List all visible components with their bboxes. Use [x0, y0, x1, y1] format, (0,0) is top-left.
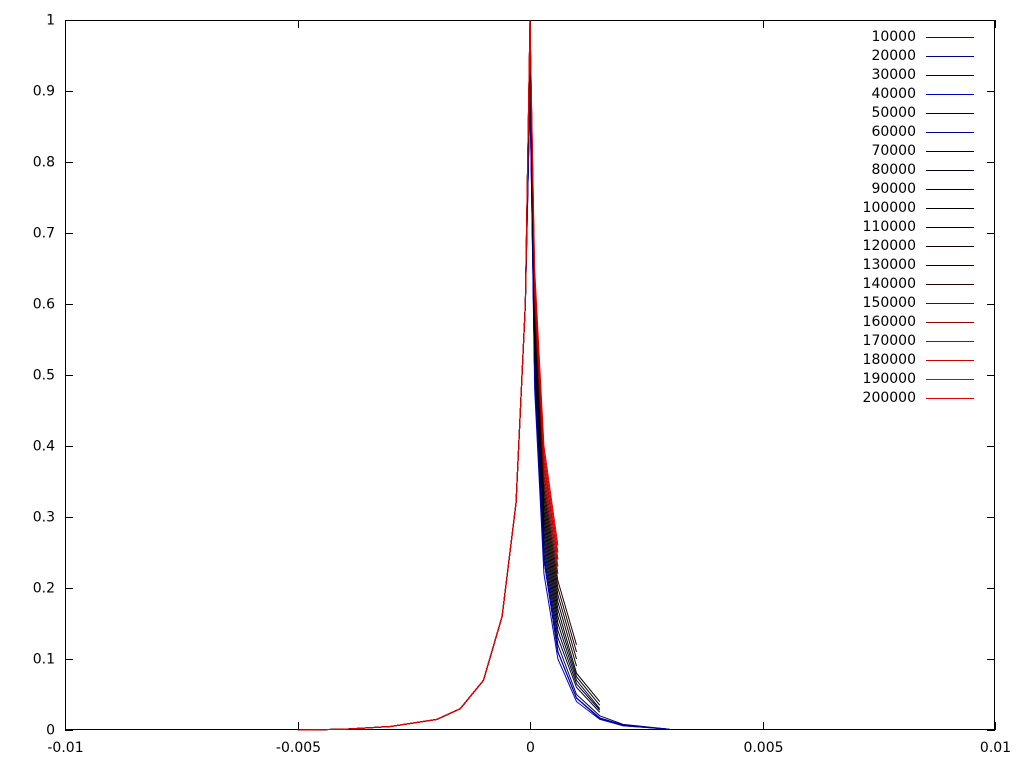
line-series [297, 19, 559, 731]
y-tick-label: 0 [46, 723, 55, 739]
y-tick-label: 0.9 [33, 84, 55, 100]
legend-label: 70000 [871, 143, 916, 159]
y-tick-label: 0.2 [33, 581, 55, 597]
legend-label: 200000 [863, 390, 916, 406]
line-series [297, 90, 670, 731]
legend-label: 130000 [863, 257, 916, 273]
legend-label: 20000 [871, 48, 916, 64]
line-series [297, 76, 670, 731]
legend-label: 100000 [863, 200, 916, 216]
x-tick-label: 0.01 [980, 740, 1011, 756]
legend-label: 50000 [871, 105, 916, 121]
y-tick-label: 0.4 [33, 439, 55, 455]
line-series [297, 90, 670, 731]
legend-label: 160000 [863, 314, 916, 330]
line-series [297, 19, 559, 731]
line-series [297, 19, 559, 731]
x-tick-label: -0.01 [47, 740, 83, 756]
legend-label: 80000 [871, 162, 916, 178]
legend-label: 180000 [863, 352, 916, 368]
line-series [297, 90, 670, 731]
legend-label: 40000 [871, 86, 916, 102]
legend-label: 150000 [863, 295, 916, 311]
legend-label: 140000 [863, 276, 916, 292]
line-series [297, 90, 670, 731]
x-tick-label: 0 [526, 740, 535, 756]
x-tick-label: 0.005 [743, 740, 783, 756]
legend-label: 30000 [871, 67, 916, 83]
legend-label: 170000 [863, 333, 916, 349]
line-series [297, 19, 559, 731]
legend-label: 120000 [863, 238, 916, 254]
plot-border [65, 20, 995, 730]
y-tick-label: 0.1 [33, 652, 55, 668]
y-tick-label: 0.8 [33, 155, 55, 171]
legend-label: 190000 [863, 371, 916, 387]
legend-label: 90000 [871, 181, 916, 197]
y-tick-label: 0.3 [33, 510, 55, 526]
y-tick-label: 0.7 [33, 226, 55, 242]
legend-label: 60000 [871, 124, 916, 140]
line-series [297, 19, 559, 731]
legend-label: 10000 [871, 29, 916, 45]
line-series [297, 19, 559, 731]
y-tick-label: 0.6 [33, 297, 55, 313]
y-tick-label: 0.5 [33, 368, 55, 384]
legend-label: 110000 [863, 219, 916, 235]
x-tick-label: -0.005 [276, 740, 321, 756]
y-tick-label: 1 [46, 13, 55, 29]
